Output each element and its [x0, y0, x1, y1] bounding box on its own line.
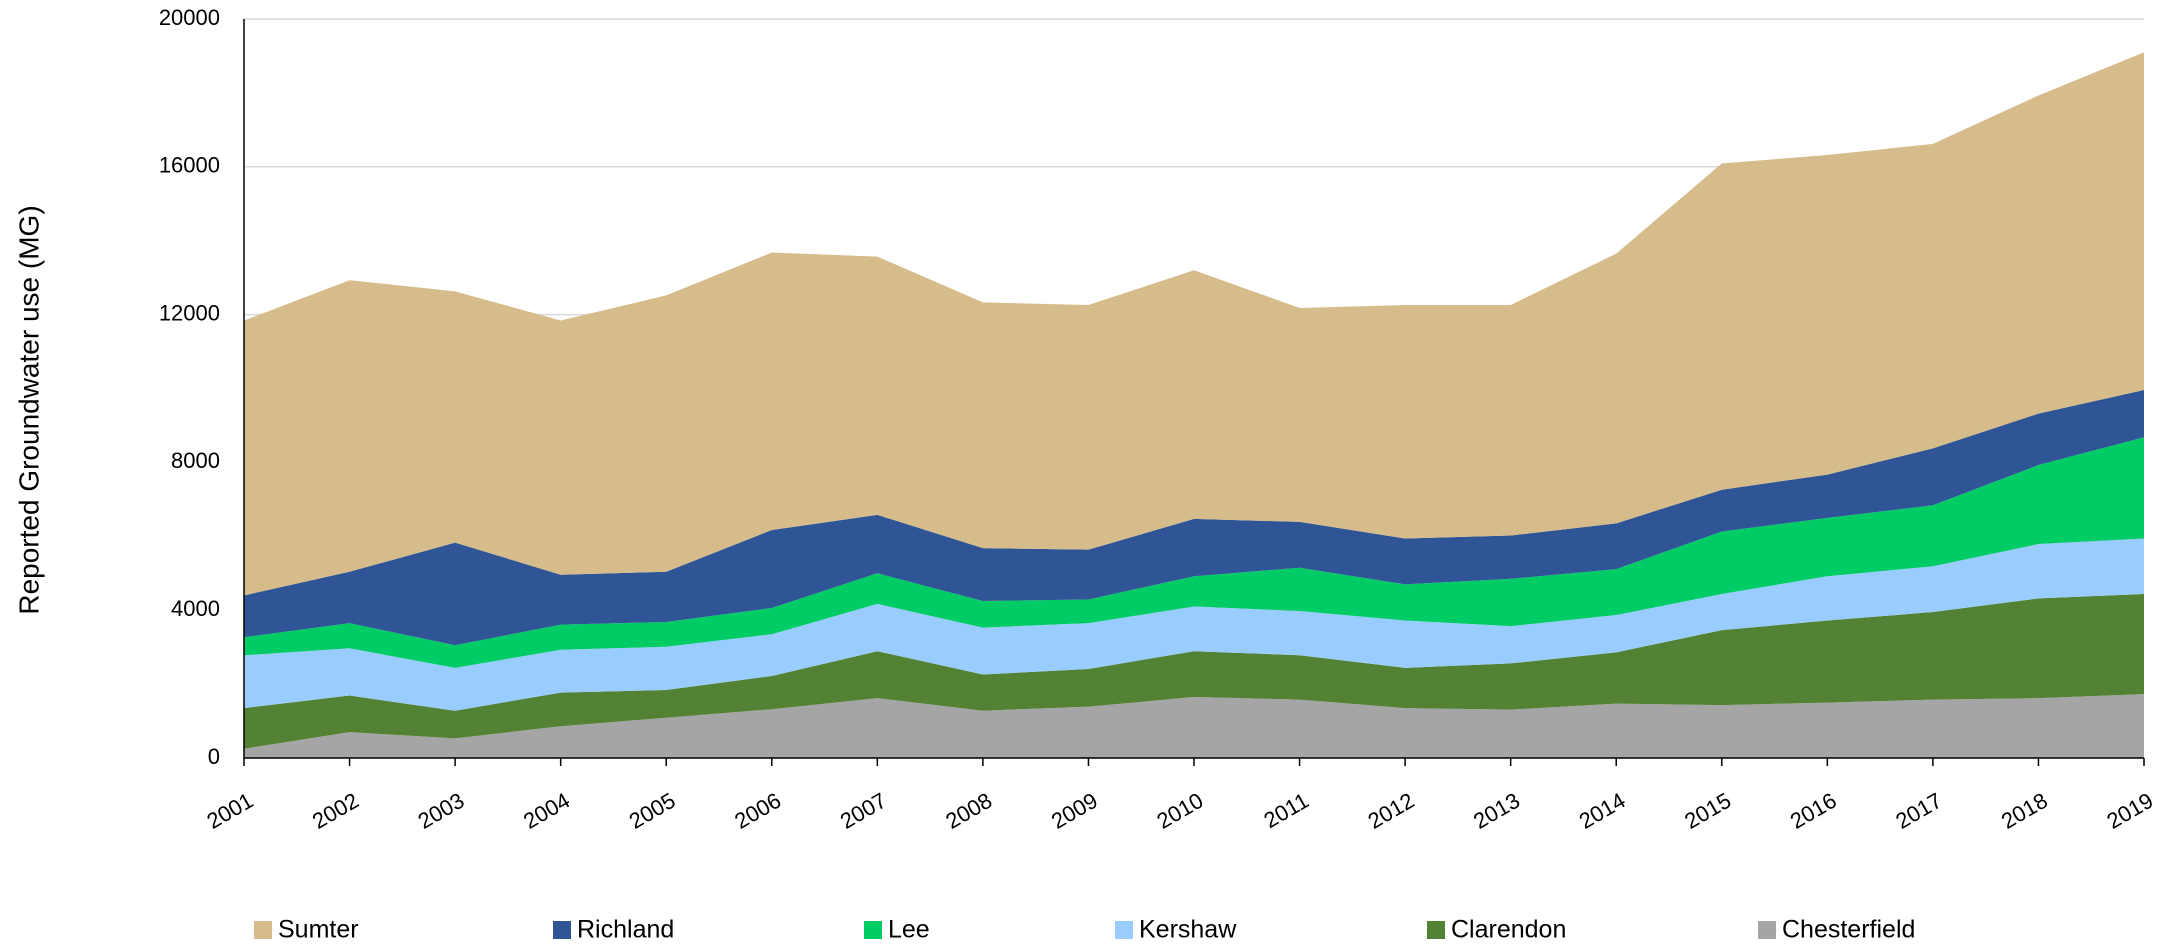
- areas: [244, 18, 2144, 759]
- x-tick-label: 2019: [2103, 788, 2158, 834]
- y-tick-label: 0: [208, 744, 220, 769]
- legend-label: Richland: [577, 916, 674, 944]
- x-tick-label: 2002: [308, 788, 363, 834]
- y-axis-label: Reported Groundwater use (MG): [13, 205, 44, 614]
- x-tick-label: 2016: [1786, 788, 1841, 834]
- legend-label: Sumter: [278, 916, 359, 944]
- y-tick-label: 16000: [159, 153, 220, 178]
- legend-swatch: [1758, 921, 1776, 939]
- area: [244, 694, 2144, 758]
- legend-label: Lee: [888, 916, 930, 944]
- x-tick-label: 2004: [519, 788, 574, 834]
- x-tick-label: 2003: [414, 788, 469, 834]
- area: [244, 52, 2144, 596]
- x-tick-label: 2007: [836, 788, 891, 834]
- legend-swatch: [553, 921, 571, 939]
- x-tick-label: 2013: [1469, 788, 1524, 834]
- legend-swatch: [1115, 921, 1133, 939]
- legend-label: Kershaw: [1139, 916, 1237, 944]
- y-tick-label: 4000: [171, 596, 220, 621]
- legend-swatch: [1427, 921, 1445, 939]
- area: [244, 389, 2144, 646]
- x-tick-label: 2011: [1259, 788, 1312, 833]
- x-tick-label: 2018: [1997, 788, 2052, 834]
- x-tick-label: 2014: [1575, 788, 1630, 834]
- y-tick-label: 12000: [159, 300, 220, 325]
- area: [244, 593, 2144, 749]
- legend-label: Clarendon: [1451, 916, 1566, 944]
- x-tick-label: 2009: [1047, 788, 1102, 834]
- legend-swatch: [864, 921, 882, 939]
- legend-swatch: [254, 921, 272, 939]
- y-tick-label: 8000: [171, 448, 220, 473]
- x-tick-label: 2008: [941, 788, 996, 834]
- x-tick-label: 2001: [203, 788, 258, 834]
- y-tick-label: 20000: [159, 5, 220, 30]
- area: [244, 538, 2144, 711]
- x-tick-label: 2017: [1891, 788, 1946, 834]
- x-tick-label: 2005: [625, 788, 680, 834]
- x-tick-label: 2010: [1153, 788, 1208, 834]
- x-tick-label: 2012: [1364, 788, 1419, 834]
- x-tick-label: 2006: [730, 788, 785, 834]
- x-tick-label: 2015: [1680, 788, 1735, 834]
- legend-label: Chesterfield: [1782, 916, 1915, 944]
- area: [244, 437, 2144, 668]
